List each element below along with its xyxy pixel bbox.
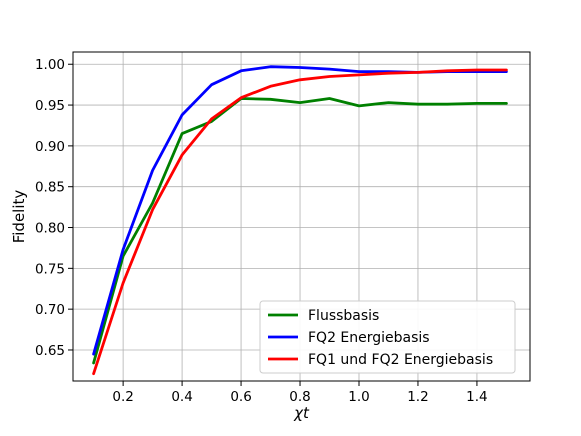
x-axis-label: χt	[293, 404, 310, 422]
x-tick-label: 1.2	[407, 389, 428, 405]
series-lines	[92, 65, 508, 376]
series-line	[92, 68, 508, 376]
y-tick-label: 0.65	[35, 343, 65, 359]
y-tick-label: 0.85	[35, 180, 65, 196]
x-tick-label: 0.2	[112, 389, 133, 405]
x-tick-label: 1.4	[466, 389, 487, 405]
y-tick-label: 0.80	[35, 221, 65, 237]
plot-frame	[72, 51, 531, 382]
legend-label: FQ2 Energiebasis	[308, 330, 430, 346]
legend-box	[259, 300, 516, 374]
series-line	[92, 97, 508, 365]
x-tick-label: 1.0	[348, 389, 369, 405]
x-tick-label: 0.8	[289, 389, 310, 405]
y-tick-label: 0.70	[35, 302, 65, 318]
y-tick-label: 0.95	[35, 98, 65, 114]
y-tick-label: 0.75	[35, 261, 65, 277]
legend-label: FQ1 und FQ2 Energiebasis	[308, 352, 493, 368]
axis-ticks: 0.2 0.4 0.6 0.8 1.0 1.2 1.4 0.65 0.70 0.75 0.80 0.8…	[35, 57, 488, 405]
y-axis-label: Fidelity	[10, 190, 28, 244]
x-tick-label: 0.4	[171, 389, 192, 405]
y-tick-label: 0.90	[35, 139, 65, 155]
grid	[73, 52, 530, 381]
y-tick-label: 1.00	[35, 57, 65, 73]
x-tick-label: 0.6	[230, 389, 251, 405]
legend: Flussbasis FQ2 Energiebasis FQ1 und FQ2 En…	[259, 300, 516, 374]
legend-label: Flussbasis	[308, 308, 379, 324]
